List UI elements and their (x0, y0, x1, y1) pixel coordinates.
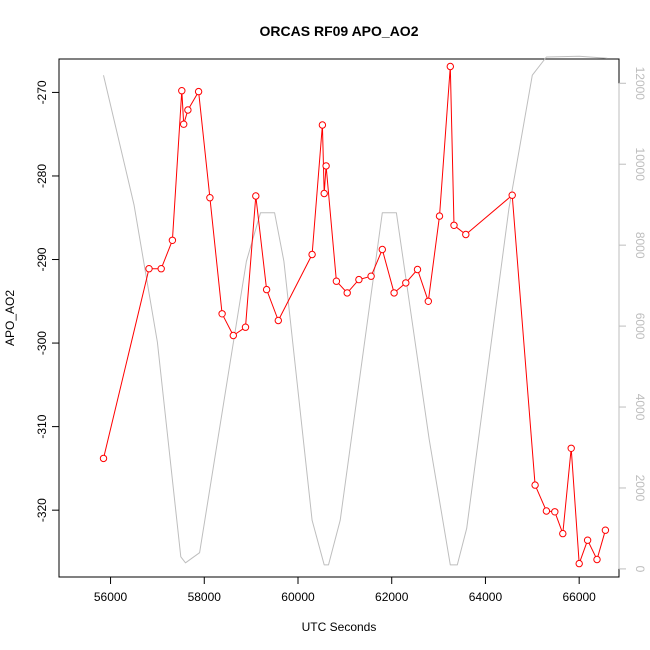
data-point (194, 87, 203, 96)
secondary-y-tick-label: 12000 (633, 67, 647, 101)
secondary-y-tick-label: 8000 (633, 232, 647, 259)
data-point (531, 481, 539, 489)
data-point (567, 444, 575, 452)
data-point (413, 265, 422, 274)
data-point (446, 62, 454, 71)
data-point (462, 230, 470, 239)
data-point (367, 272, 375, 280)
data-point (252, 192, 260, 200)
primary-series (99, 62, 610, 568)
data-point (601, 526, 610, 534)
y-tick-label: -310 (35, 414, 49, 438)
data-point (551, 508, 559, 516)
data-point (355, 275, 363, 284)
data-point (168, 236, 177, 245)
secondary-y-tick-label: 4000 (633, 394, 647, 421)
data-point (145, 265, 153, 273)
x-tick-label: 58000 (188, 590, 222, 604)
x-tick-label: 62000 (375, 590, 409, 604)
data-point (450, 221, 458, 230)
data-point (559, 529, 567, 538)
x-tick-label: 64000 (469, 590, 503, 604)
data-point (180, 120, 188, 128)
data-point (229, 331, 238, 340)
data-point (583, 536, 592, 544)
chart-title: ORCAS RF09 APO_AO2 (260, 23, 419, 39)
data-point (320, 189, 328, 198)
data-point (308, 250, 316, 259)
data-point (575, 559, 583, 568)
data-point (157, 265, 165, 273)
data-point (318, 121, 327, 129)
data-point (424, 297, 432, 305)
data-point (332, 277, 341, 285)
secondary-y-axis: 0 2000 4000 6000 8000 10000 12000 (618, 67, 647, 573)
x-tick-label: 66000 (562, 590, 596, 604)
data-point (322, 162, 330, 170)
y-tick-label: -280 (35, 164, 49, 188)
data-point (390, 289, 398, 297)
data-point (593, 555, 601, 564)
y-tick-label: -290 (35, 247, 49, 271)
data-point (508, 191, 516, 199)
secondary-series (103, 55, 608, 566)
data-point (343, 289, 351, 297)
x-axis-label: UTC Seconds (302, 620, 377, 634)
data-point (402, 279, 410, 287)
data-point (542, 507, 551, 515)
y-axis-label: APO_AO2 (3, 290, 17, 346)
y-tick-label: -320 (35, 498, 49, 522)
data-point (184, 106, 192, 114)
data-point (378, 245, 386, 254)
data-point (241, 323, 250, 331)
secondary-y-tick-label: 10000 (633, 148, 647, 182)
secondary-y-tick-label: 0 (633, 566, 647, 573)
y-tick-label: -300 (35, 331, 49, 355)
secondary-y-tick-label: 2000 (633, 475, 647, 502)
data-point (206, 194, 214, 202)
secondary-series-line (103, 55, 608, 566)
x-tick-label: 56000 (94, 590, 128, 604)
data-point (99, 454, 108, 463)
data-point (262, 285, 271, 294)
secondary-y-tick-label: 6000 (633, 313, 647, 340)
x-tick-label: 60000 (281, 590, 315, 604)
data-point (435, 212, 444, 220)
y-tick-label: -270 (35, 80, 49, 104)
data-point (178, 87, 186, 95)
data-point (274, 316, 282, 325)
y-axis: -270 -280 -290 -300 -310 -320 (35, 80, 60, 522)
data-point (218, 310, 226, 318)
x-axis: 56000 58000 60000 62000 64000 66000 (94, 576, 596, 604)
